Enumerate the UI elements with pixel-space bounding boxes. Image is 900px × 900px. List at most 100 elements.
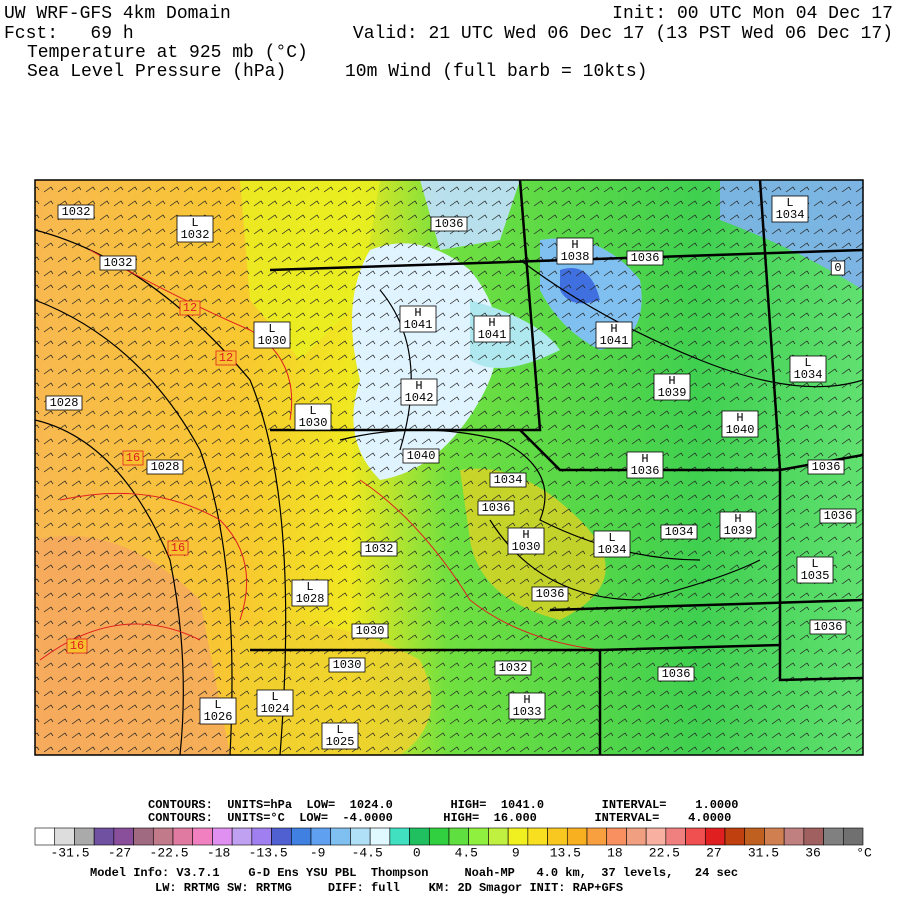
colorbar-swatch [271,827,292,846]
pressure-label-box [99,255,137,271]
pressure-label: 1036 [631,251,660,265]
pressure-label-box [719,511,757,539]
colorbar-swatch [192,827,213,846]
pressure-label-box [494,660,532,676]
colorbar-swatch [93,827,115,846]
pressure-label-box [321,722,359,750]
pressure-label-box [660,524,698,540]
pressure-label: 1030 [258,334,287,348]
pressure-label: 1039 [658,386,687,400]
colorbar-swatch [488,827,509,846]
pressure-label: 1042 [405,391,434,405]
pressure-center-marker: L [811,557,818,571]
colorbar-swatch [586,827,608,846]
pressure-label-box [809,619,847,635]
temperature-label-box [167,540,189,556]
temperature-label: 12 [183,301,197,315]
colorbar-label: -27 [108,845,131,860]
colorbar-swatch [172,827,194,846]
colorbar-swatch [369,827,391,846]
pressure-center-marker: H [415,379,422,393]
pressure-label: 1032 [62,205,91,219]
colorbar-swatch [823,827,844,846]
colorbar-swatch [566,827,588,846]
colorbar-swatch [783,827,805,846]
pressure-center-marker: L [309,404,316,418]
colorbar-swatch [744,827,765,846]
colorbar-swatch [74,827,95,846]
colorbar-swatch [34,827,56,846]
title: UW WRF-GFS 4km Domain [4,4,231,24]
map-frame [34,179,864,756]
pressure-label-box [57,204,95,220]
colorbar-swatch [212,827,233,846]
pressure-label: 1028 [296,592,325,606]
forecast-hour: Fcst: 69 h [4,24,134,44]
contour-info: CONTOURS: UNITS=°C LOW= -4.0000 HIGH= 16… [148,811,731,825]
colorbar-swatch [350,827,371,846]
pressure-label-box [45,395,83,411]
pressure-label: 1028 [50,396,79,410]
colorbar-swatch [704,827,726,846]
pressure-label-box [199,697,237,725]
pressure-label-box [489,472,527,488]
pressure-label-box [653,373,691,401]
pressure-label-box [477,500,515,516]
pressure-label: 1036 [482,501,511,515]
colorbar-label: 22.5 [649,845,680,860]
colorbar-swatch [152,827,174,846]
pressure-label: 1040 [726,423,755,437]
pressure-label: 1036 [435,217,464,231]
pressure-label: 1036 [662,667,691,681]
colorbar-swatch [606,827,627,846]
pressure-label-box [291,579,329,607]
model-info: LW: RRTMG SW: RRTMG DIFF: full KM: 2D Sm… [155,881,623,895]
pressure-center-marker: L [271,690,278,704]
pressure-center-marker: H [522,528,529,542]
field-label: Temperature at 925 mb (°C) [27,43,308,63]
pressure-label-box [531,586,569,602]
pressure-label: 1036 [812,460,841,474]
colorbar-swatch [251,827,272,846]
temperature-label-box [66,638,88,654]
pressure-label: 1030 [299,416,328,430]
pressure-label-box [473,315,511,343]
pressure-label-box [771,195,809,223]
field-label: 10m Wind (full barb = 10kts) [345,62,647,82]
pressure-label: 1032 [499,661,528,675]
colorbar-label: -18 [207,845,230,860]
pressure-center-marker: H [523,693,530,707]
pressure-center-marker: H [641,452,648,466]
pressure-label-box [430,216,468,232]
colorbar-swatch [665,827,686,846]
pressure-center-marker: L [804,356,811,370]
colorbar-label: -4.5 [352,845,383,860]
pressure-label-box [328,657,366,673]
pressure-center-marker: L [191,216,198,230]
temperature-label: 16 [70,639,84,653]
model-info: Model Info: V3.7.1 G-D Ens YSU PBL Thomp… [90,866,738,880]
pressure-center-marker: L [336,723,343,737]
pressure-center-marker: H [736,411,743,425]
pressure-label-box [508,692,546,720]
pressure-label: 1034 [494,473,523,487]
pressure-label: 1038 [561,250,590,264]
pressure-label: 1040 [407,449,436,463]
colorbar-swatch [724,827,746,846]
pressure-label: 1026 [204,710,233,724]
temperature-label: 12 [219,351,233,365]
map [35,180,863,755]
pressure-label-box [507,527,545,555]
pressure-label: 1030 [356,624,385,638]
colorbar-label: 27 [706,845,722,860]
pressure-label: 1035 [801,569,830,583]
pressure-label-box [399,305,437,333]
pressure-center-marker: L [306,580,313,594]
pressure-label-box [807,459,845,475]
pressure-label: 1041 [600,334,629,348]
pressure-label-box [402,448,440,464]
colorbar-swatch [547,827,568,846]
pressure-label: 1036 [824,509,853,523]
pressure-label: 1036 [814,620,843,634]
